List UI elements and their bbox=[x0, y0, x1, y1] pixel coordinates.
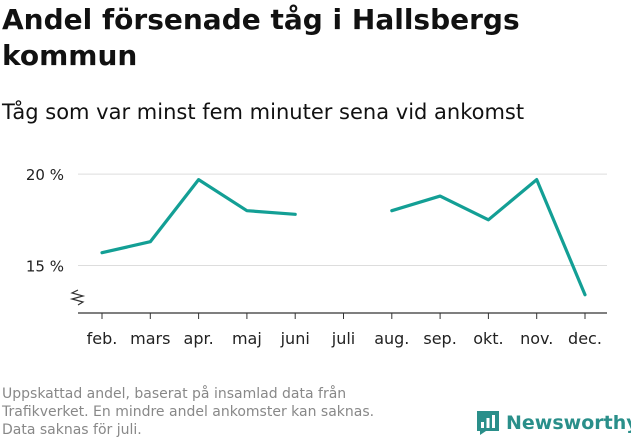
x-tick-label: okt. bbox=[473, 329, 503, 348]
y-tick-label: 15 % bbox=[26, 257, 64, 275]
y-tick-label: 20 % bbox=[26, 166, 64, 184]
x-tick-label: juni bbox=[280, 329, 310, 348]
x-tick-label: dec. bbox=[568, 329, 602, 348]
chart-title: Andel försenade tåg i Hallsbergs kommun bbox=[2, 3, 520, 72]
bar-chart-icon bbox=[477, 411, 499, 435]
footnote-line: Uppskattad andel, baserat på insamlad da… bbox=[2, 386, 347, 402]
x-tick-label: nov. bbox=[520, 329, 553, 348]
line-chart: 15 % 20 % feb. mars apr. maj juni juli aug. sep. o… bbox=[26, 166, 607, 348]
chart-subtitle: Tåg som var minst fem minuter sena vid a… bbox=[2, 100, 525, 124]
footnote-line: Trafikverket. En mindre andel ankomster … bbox=[2, 404, 375, 420]
brand-name: Newsworthy bbox=[506, 412, 631, 434]
x-tick-label: feb. bbox=[87, 329, 118, 348]
axis-break-icon bbox=[69, 289, 86, 306]
x-tick-label: juli bbox=[331, 329, 355, 348]
series-line bbox=[100, 178, 297, 255]
x-tick-label: aug. bbox=[374, 329, 409, 348]
x-tick-label: sep. bbox=[423, 329, 456, 348]
brand-logo: Newsworthy bbox=[476, 410, 631, 436]
x-tick-label: mars bbox=[130, 329, 170, 348]
footnote-line: Data saknas för juli. bbox=[2, 422, 142, 438]
x-tick-label: maj bbox=[232, 329, 262, 348]
x-tick-label: apr. bbox=[184, 329, 214, 348]
chart-footnote: Uppskattad andel, baserat på insamlad da… bbox=[2, 385, 442, 439]
series-line bbox=[390, 178, 587, 297]
